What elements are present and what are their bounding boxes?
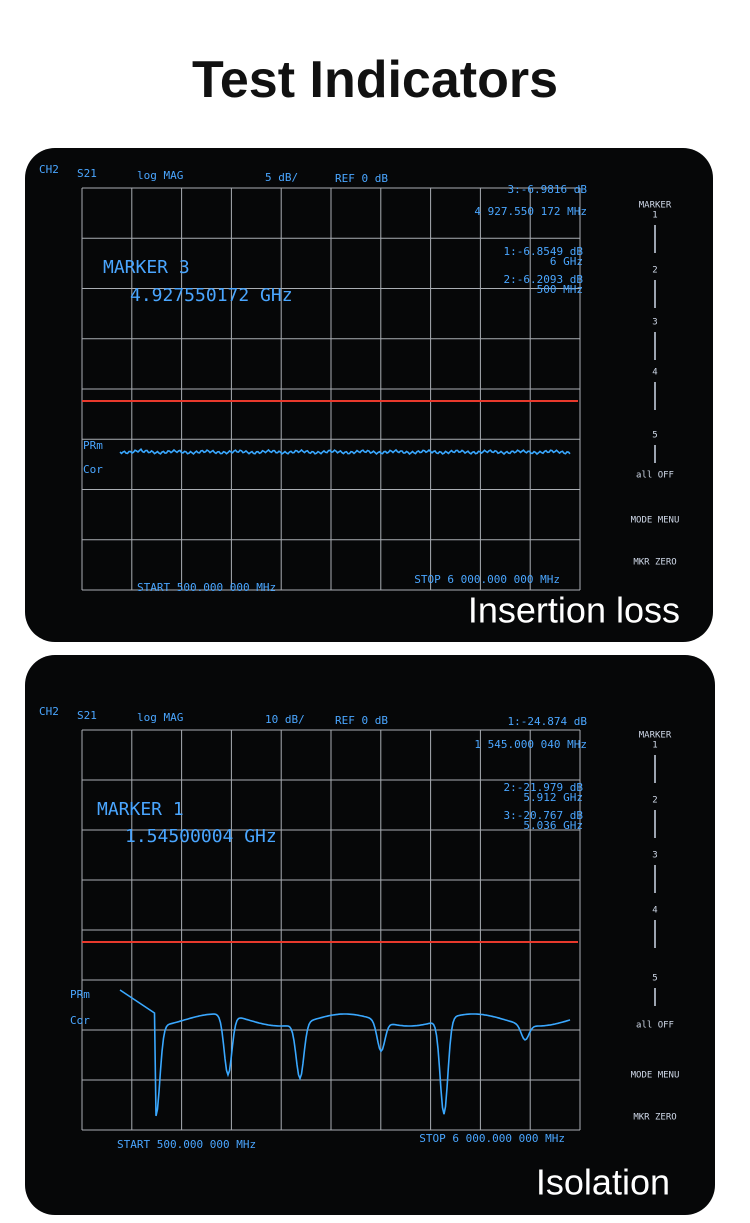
side-label: Cor	[83, 463, 103, 476]
marker-value: 4.927550172 GHz	[130, 285, 293, 306]
active-frequency: 1 545.000 040 MHz	[474, 738, 587, 751]
softkey: MODE MENU	[631, 1071, 680, 1081]
reference: REF 0 dB	[335, 172, 388, 185]
marker-readout: 1:-6.8549 dB	[504, 245, 584, 258]
reference: REF 0 dB	[335, 714, 388, 727]
caption: Insertion loss	[468, 590, 680, 631]
softkey: 3	[652, 318, 657, 328]
softkey: MARKER	[639, 731, 672, 741]
caption: Isolation	[536, 1162, 670, 1203]
start-frequency: START 500.000 000 MHz	[117, 1138, 256, 1151]
start-frequency: START 500.000 000 MHz	[137, 581, 276, 594]
side-label: Cor	[70, 1014, 90, 1027]
screen-bg	[25, 148, 713, 642]
softkey: MKR ZERO	[633, 1113, 676, 1123]
softkey: 1	[652, 211, 657, 221]
marker-frequency: 5.036 GHz	[523, 819, 583, 832]
marker-frequency: 500 MHz	[537, 283, 583, 296]
stop-frequency: STOP 6 000.000 000 MHz	[414, 573, 560, 586]
softkey: all OFF	[636, 1021, 674, 1031]
marker-title: MARKER 1	[97, 799, 184, 820]
softkey: all OFF	[636, 471, 674, 481]
softkey: 2	[652, 796, 657, 806]
softkey: 4	[652, 906, 657, 916]
parameter: S21	[77, 167, 97, 180]
marker-value: 1.54500004 GHz	[125, 826, 277, 847]
stop-frequency: STOP 6 000.000 000 MHz	[419, 1132, 565, 1145]
marker-readout: 3:-20.767 dB	[504, 809, 584, 822]
softkey: 2	[652, 266, 657, 276]
softkey: 4	[652, 368, 657, 378]
softkey: 5	[652, 431, 657, 441]
analyzer-screen: CH2 S21 log MAG 5 dB/REF 0 dB 3:-6.9816 dB 4 …	[25, 148, 713, 642]
softkey: MODE MENU	[631, 516, 680, 526]
channel: CH2	[39, 163, 59, 176]
parameter: S21	[77, 709, 97, 722]
marker-readout: 2:-21.979 dB	[504, 781, 584, 794]
marker-frequency: 5.912 GHz	[523, 791, 583, 804]
trace	[119, 989, 571, 1117]
marker-readout: 2:-6.2093 dB	[504, 273, 584, 286]
active-readout: 3:-6.9816 dB	[508, 183, 588, 196]
page-title: Test Indicators	[191, 51, 558, 109]
side-label: PRm	[83, 439, 103, 452]
softkey: 5	[652, 974, 657, 984]
side-label: PRm	[70, 988, 90, 1001]
softkey: MARKER	[639, 201, 672, 211]
format: log MAG	[137, 711, 183, 724]
softkey: 3	[652, 851, 657, 861]
trace	[119, 447, 571, 456]
softkey: 1	[652, 741, 657, 751]
scale: 10 dB/	[265, 713, 305, 726]
screen-bg	[25, 655, 715, 1215]
analyzer-screen: CH2 S21 log MAG 10 dB/REF 0 dB 1:-24.874 dB 1…	[25, 655, 715, 1215]
channel: CH2	[39, 705, 59, 718]
marker-frequency: 6 GHz	[550, 255, 583, 268]
softkey: MKR ZERO	[633, 558, 676, 568]
marker-title: MARKER 3	[103, 257, 190, 278]
active-frequency: 4 927.550 172 MHz	[474, 205, 587, 218]
active-readout: 1:-24.874 dB	[508, 715, 588, 728]
scale: 5 dB/	[265, 171, 298, 184]
format: log MAG	[137, 169, 183, 182]
